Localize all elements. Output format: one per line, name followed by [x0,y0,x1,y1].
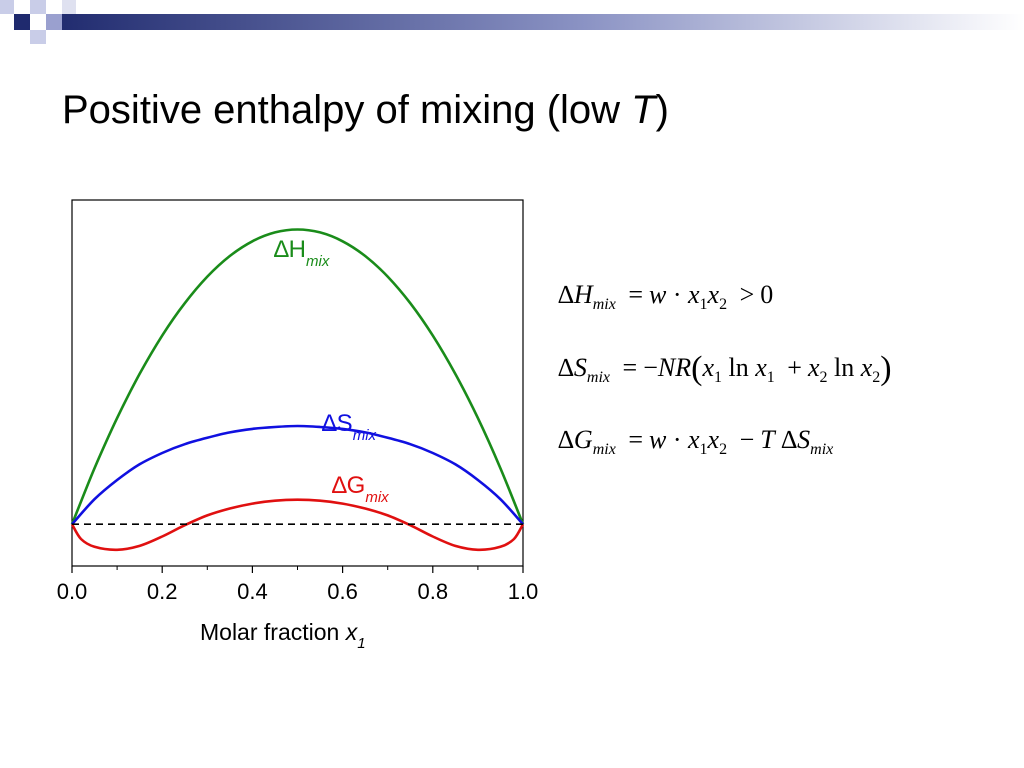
eq2-rparen: ) [880,350,892,387]
eq2-x2a: x [807,353,820,382]
equation-entropy: ∆Smix = −NR(x1 ln x1 + x2 ln x2) [558,350,892,388]
x-tick-label: 0.6 [327,579,358,604]
equation-gibbs: ∆Gmix = w · x1x2 − T ∆Smix [558,425,833,459]
header-square [30,30,46,44]
eq3-mix: mix [592,441,616,458]
eq2-equals: = [622,353,638,382]
eq1-h: H [573,280,593,309]
eq3-t: T [760,425,775,454]
label-ds-main: ∆S [322,410,353,437]
eq1-x2: x [707,280,720,309]
eq3-g: G [573,425,593,454]
eq2-x2b: x [860,353,873,382]
eq3-delta-s: ∆ [781,425,798,454]
title-close: ) [655,88,669,132]
eq3-x2-sub: 2 [719,441,728,458]
x-axis-label-var: x [345,619,359,645]
series-dh-mix [70,228,525,525]
eq1-delta: ∆ [558,280,574,309]
eq1-zero: 0 [760,280,774,309]
eq2-x2a-sub: 2 [819,369,828,386]
label-dg-mix: ∆Gmix [332,472,389,506]
header-gradient-bar [50,14,1024,30]
eq3-x1-sub: 1 [699,441,708,458]
eq2-lparen: ( [691,350,703,387]
series-layer [70,228,525,552]
x-tick-label: 0.8 [418,579,449,604]
label-ds-mix: ∆Smix [322,410,377,444]
x-tick-label: 0.0 [57,579,88,604]
header-square [14,14,30,30]
eq2-plus: + [787,353,802,382]
eq2-x2b-sub: 2 [872,369,881,386]
header-square [30,0,46,14]
eq3-s: S [797,425,811,454]
eq3-minus: − [739,425,755,454]
eq3-x2: x [707,425,720,454]
label-dg-main: ∆G [332,472,365,499]
eq1-w: w [648,280,667,309]
x-axis-label-sub: 1 [357,635,365,652]
eq2-delta: ∆ [558,353,574,382]
eq3-x1: x [688,425,700,454]
title-variable: T [631,88,656,132]
label-dg-sub: mix [365,489,389,506]
eq2-ln1: ln [728,353,749,382]
equation-enthalpy: ∆Hmix = w · x1x2 >0 [558,280,773,314]
eq2-s: S [573,353,587,382]
eq2-mix: mix [586,369,611,386]
eq2-nr: NR [657,353,692,382]
eq1-dot: · [672,280,682,309]
header-square [62,0,76,14]
label-dh-main: ∆H [274,236,306,263]
eq2-x1a: x [702,353,714,382]
eq3-delta: ∆ [558,425,574,454]
eq3-s-mix: mix [810,441,834,458]
series-ds-mix [71,424,524,526]
x-axis-label: Molar fraction x1 [200,619,366,652]
eq3-w: w [648,425,667,454]
eq1-equals: = [628,280,643,309]
x-axis-label-main: Molar fraction [200,619,346,645]
eq2-ln2: ln [833,353,855,382]
header-decoration [0,0,1024,44]
eq2-x1b-sub: 1 [766,369,775,386]
eq1-mix: mix [592,296,616,313]
eq3-dot: · [672,425,682,454]
label-dh-mix: ∆Hmix [274,236,330,270]
eq2-x1b: x [755,353,767,382]
eq3-equals: = [628,425,643,454]
series-dg-mix [70,498,525,552]
title-text: Positive enthalpy of mixing (low [62,88,632,132]
eq2-x1a-sub: 1 [713,369,722,386]
slide-title: Positive enthalpy of mixing (low T) [62,88,669,133]
label-ds-sub: mix [353,427,377,444]
header-square [46,14,62,30]
x-tick-label: 1.0 [508,579,539,604]
tick-layer: 0.0 0.2 0.4 0.6 0.8 1.0 [57,566,539,604]
eq2-minus: − [643,353,658,382]
x-tick-label: 0.2 [147,579,178,604]
eq1-gt: > [739,280,755,309]
label-dh-sub: mix [306,253,330,270]
x-tick-label: 0.4 [237,579,268,604]
eq1-x1-sub: 1 [699,296,708,313]
header-square [0,0,14,14]
eq1-x1: x [688,280,700,309]
eq1-x2-sub: 2 [719,296,728,313]
